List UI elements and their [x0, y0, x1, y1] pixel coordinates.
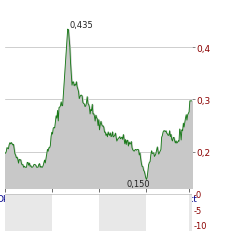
Bar: [52, 194, 99, 231]
Bar: [5, 194, 52, 231]
Bar: [99, 194, 146, 231]
Text: 0,435: 0,435: [69, 21, 93, 30]
Bar: [189, 194, 192, 231]
Bar: [146, 194, 189, 231]
Text: 0,150: 0,150: [126, 179, 150, 188]
